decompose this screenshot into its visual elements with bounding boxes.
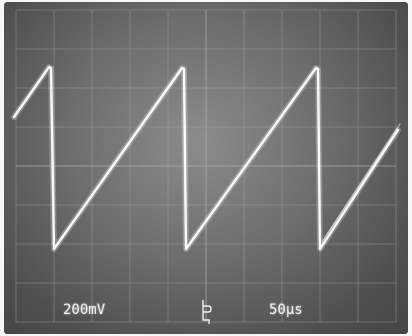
scope-graticule-and-trace bbox=[11, 9, 401, 323]
volts-per-div-readout: 200mV bbox=[63, 302, 106, 318]
sawtooth-trace bbox=[11, 64, 401, 252]
graticule-center-ticks bbox=[16, 10, 396, 322]
time-per-div-readout: 50μs bbox=[269, 302, 303, 318]
trigger-marker-icon bbox=[202, 300, 212, 324]
oscilloscope-screen: 200mV 50μs bbox=[4, 2, 408, 334]
